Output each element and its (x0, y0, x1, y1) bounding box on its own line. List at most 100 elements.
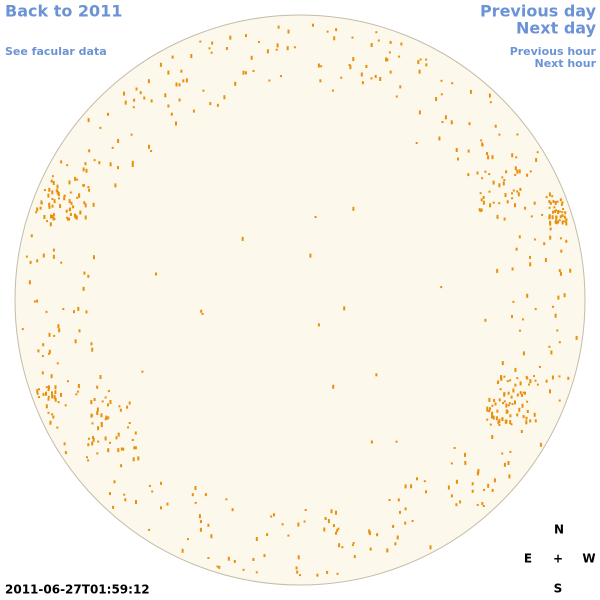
facula (38, 388, 40, 391)
facula (109, 492, 111, 496)
facula (501, 176, 504, 179)
facula (141, 370, 144, 373)
facula (280, 75, 282, 78)
facula (208, 47, 211, 50)
facula (489, 203, 492, 208)
facula (563, 215, 566, 219)
facula (467, 173, 470, 177)
facula (404, 507, 407, 511)
facula (450, 120, 453, 125)
facula (60, 261, 63, 264)
facula (104, 396, 107, 399)
facula (85, 168, 88, 173)
facula (544, 258, 547, 262)
facula (563, 293, 566, 298)
facula (120, 464, 123, 468)
previous-day-link[interactable]: Previous day (480, 2, 597, 21)
facula (482, 195, 485, 199)
facula (43, 189, 46, 192)
facula (52, 216, 55, 221)
facula (565, 218, 568, 222)
facula (63, 197, 66, 201)
facula (514, 400, 516, 405)
facula (54, 385, 57, 390)
facula (518, 169, 521, 174)
facula (535, 158, 538, 162)
facula (56, 184, 59, 189)
facula (491, 404, 494, 407)
facula (53, 334, 56, 337)
facula (397, 498, 400, 502)
facula (481, 142, 484, 147)
facula (508, 474, 511, 479)
facula (548, 345, 551, 348)
facula (41, 355, 44, 358)
facula (450, 494, 453, 498)
facula (492, 201, 495, 204)
facula (563, 220, 566, 223)
facula (87, 443, 90, 447)
facula (268, 79, 271, 82)
previous-hour-link[interactable]: Previous hour (510, 45, 597, 58)
facula (415, 142, 418, 144)
next-day-link[interactable]: Next day (516, 19, 597, 38)
facular-link[interactable]: See facular data (5, 45, 107, 58)
facula (98, 161, 101, 165)
facula (562, 208, 565, 210)
facula (534, 379, 537, 382)
facula (551, 305, 554, 308)
facula (471, 489, 474, 493)
facula (46, 220, 48, 223)
facula (479, 192, 482, 195)
facula (525, 416, 528, 420)
facula (486, 152, 488, 156)
facula (326, 30, 329, 33)
facula (48, 349, 51, 354)
facula (504, 419, 507, 424)
next-hour-link[interactable]: Next hour (535, 57, 597, 70)
facula (447, 485, 450, 490)
facula (519, 381, 522, 386)
facula (324, 517, 327, 520)
facula (58, 328, 61, 333)
facula (96, 411, 99, 415)
facula (266, 533, 269, 537)
facula (467, 149, 470, 153)
facula (317, 323, 320, 327)
facula (377, 39, 380, 42)
facula (549, 227, 552, 231)
facula (558, 219, 561, 222)
facula (425, 63, 428, 67)
facula (36, 299, 39, 303)
facula (526, 410, 529, 413)
facula (216, 565, 219, 568)
facula (50, 214, 52, 219)
facula (486, 406, 489, 411)
facula (512, 300, 515, 303)
facula (40, 200, 43, 205)
facula (469, 89, 472, 94)
facula (522, 415, 525, 419)
facula (63, 442, 66, 446)
facula (275, 48, 278, 51)
facula (499, 388, 502, 391)
facula (242, 568, 245, 571)
facula (178, 83, 181, 87)
facula (209, 102, 212, 106)
facula (39, 206, 42, 210)
facula (57, 324, 60, 329)
facula (180, 69, 183, 73)
facula (303, 520, 306, 523)
facula (440, 79, 443, 82)
facula (351, 544, 354, 547)
facula (115, 436, 118, 440)
facula (529, 379, 532, 384)
back-link[interactable]: Back to 2011 (5, 2, 122, 21)
facula (504, 193, 507, 197)
facula (47, 395, 50, 398)
facula (522, 391, 525, 394)
facula (555, 216, 558, 221)
facula (386, 548, 389, 553)
facula (114, 183, 117, 188)
facula (508, 402, 511, 405)
